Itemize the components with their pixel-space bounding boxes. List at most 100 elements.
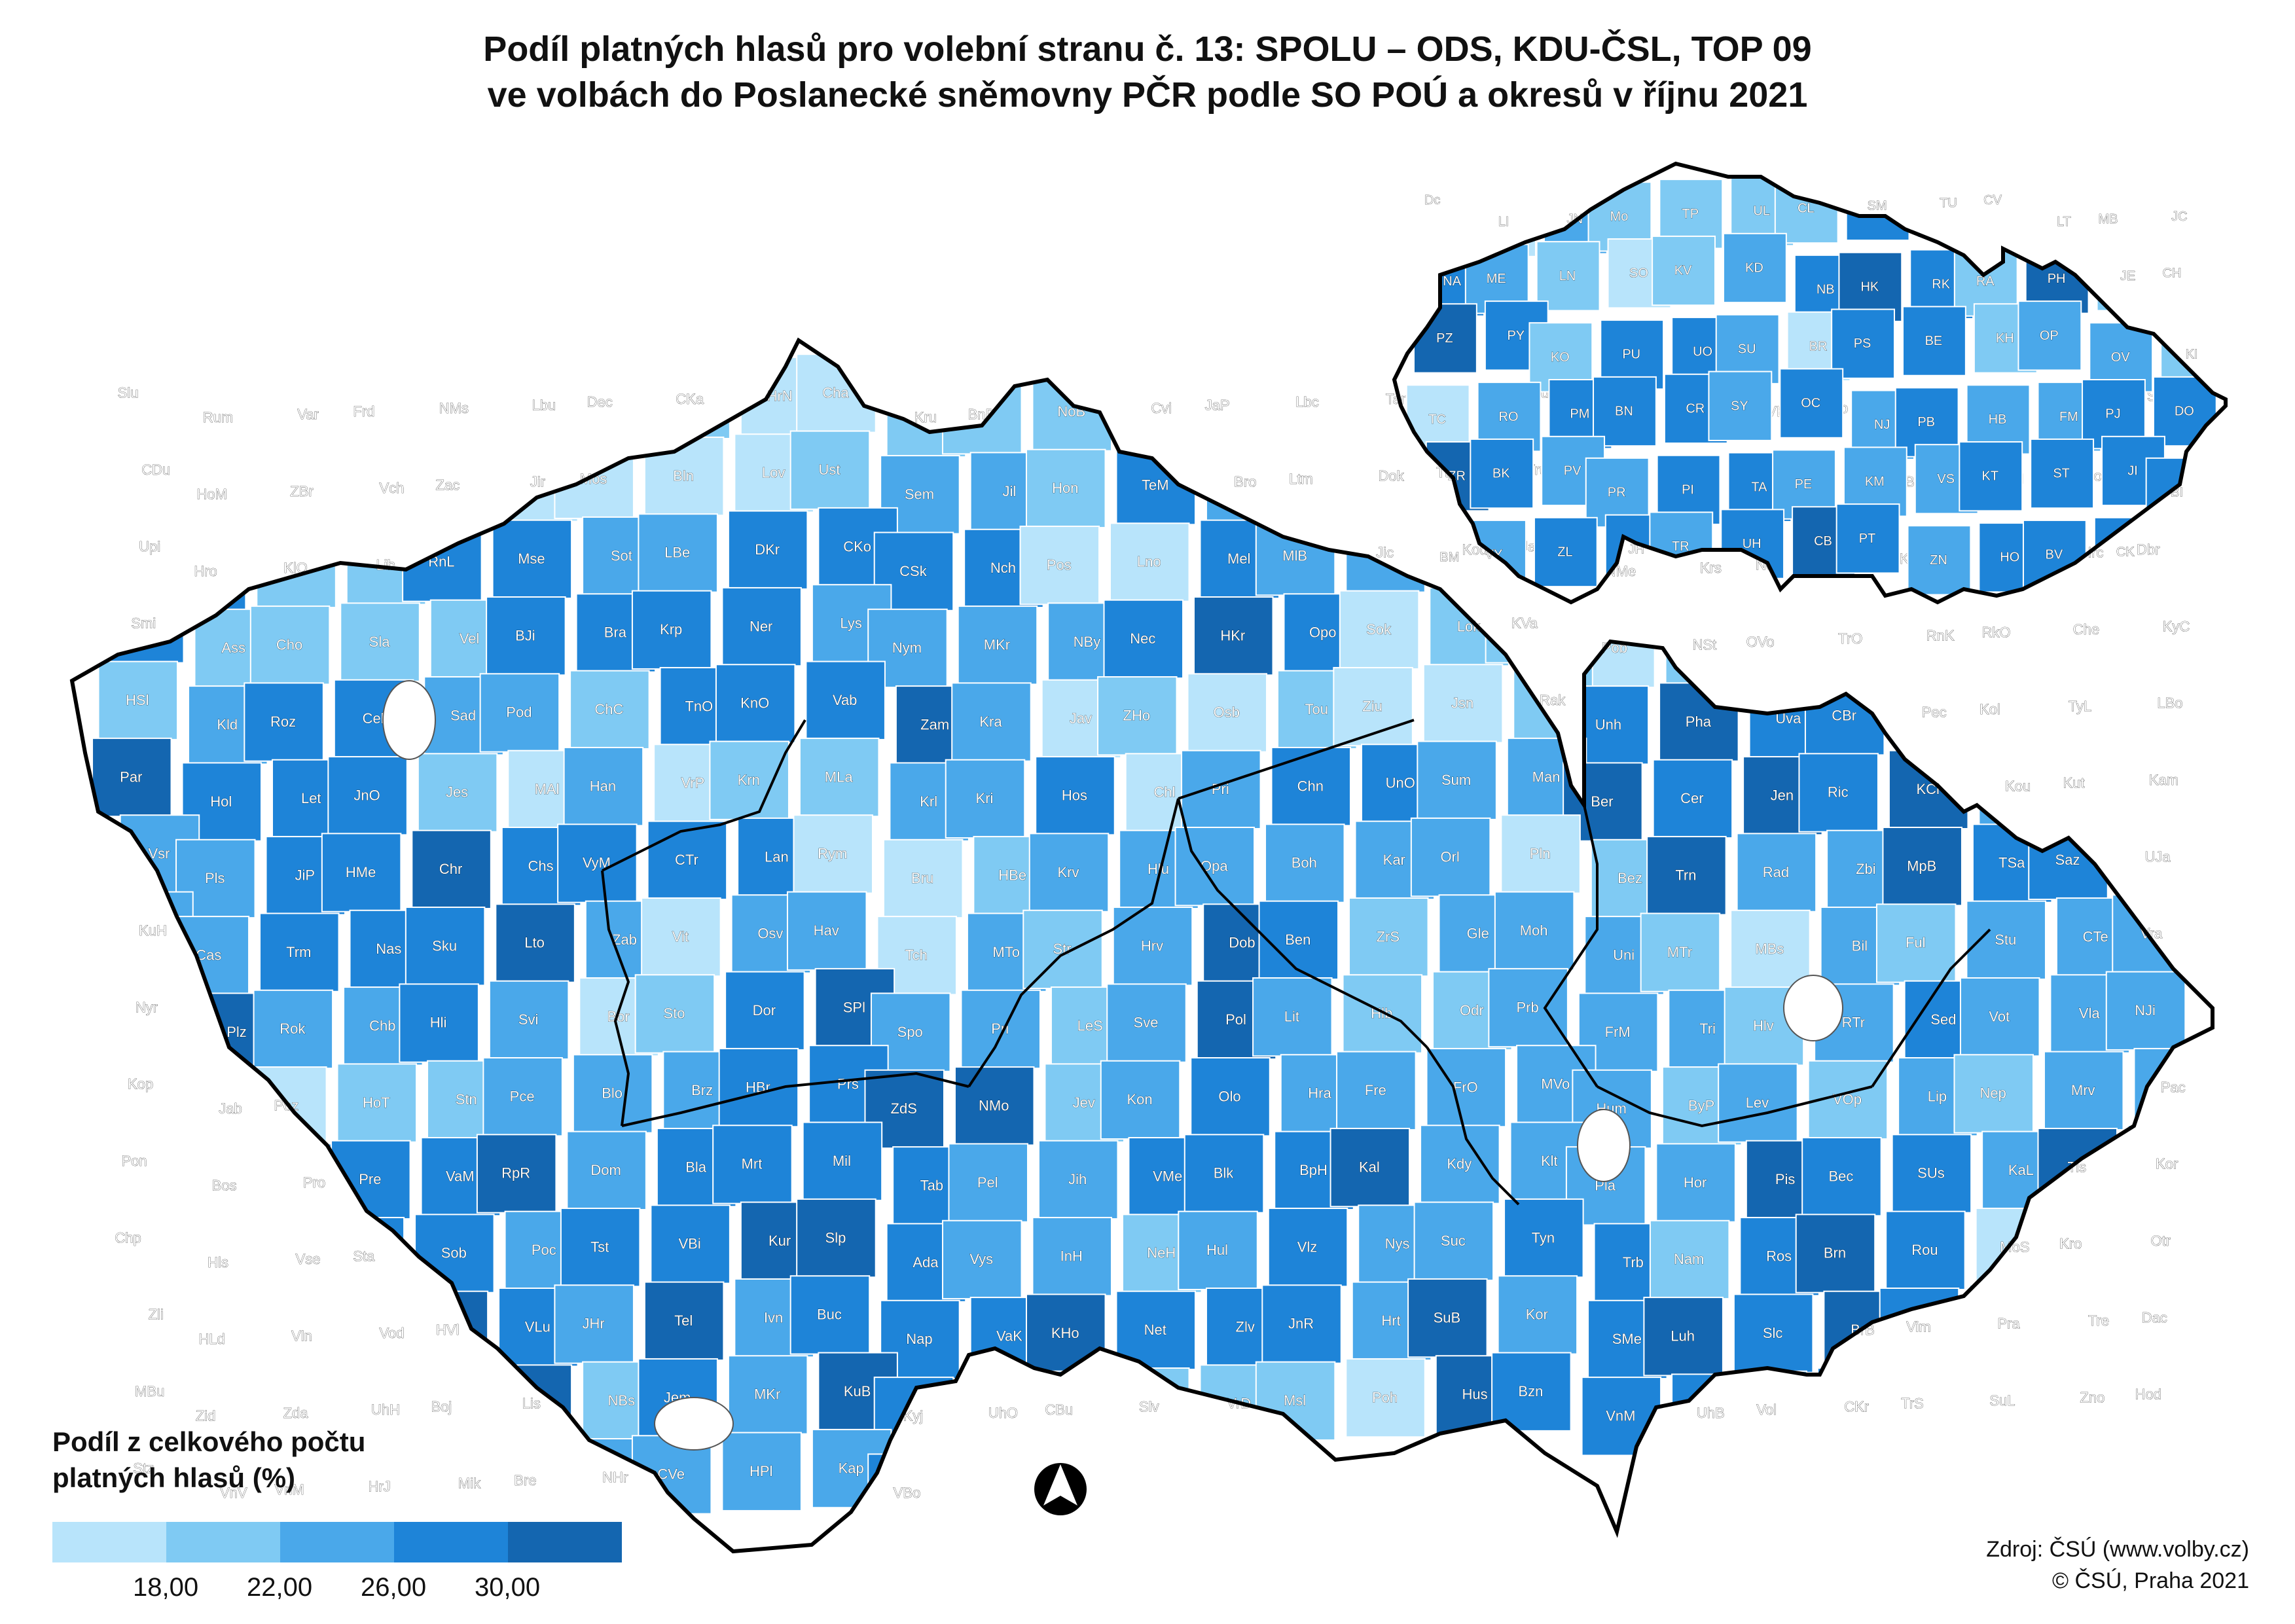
main-label-bzn: Bzn (1518, 1383, 1543, 1399)
inset-label-tc: TC (1428, 412, 1446, 427)
main-label-cka: CKa (676, 391, 704, 407)
main-label-sot: Sot (611, 547, 632, 564)
main-label-vme: VMe (1153, 1168, 1182, 1184)
inset-label-st: ST (2053, 467, 2070, 481)
main-label-mvo: MVo (1541, 1076, 1570, 1092)
main-label-inh: InH (1060, 1248, 1083, 1264)
main-label-hol: Hol (210, 793, 232, 810)
main-region-kno (715, 664, 796, 744)
inset-label-hb: HB (1989, 412, 2007, 427)
main-label-ada: Ada (913, 1254, 939, 1271)
legend-class-2 (166, 1522, 280, 1562)
legend-class-4 (394, 1522, 508, 1562)
main-region-kal (1329, 1127, 1411, 1208)
inset-label-ro: RO (1499, 410, 1519, 424)
main-label-ros: Ros (1766, 1248, 1792, 1264)
main-label-lev: Lev (1746, 1094, 1769, 1111)
main-label-ctr: CTr (675, 852, 698, 868)
main-label-jab: Jab (219, 1100, 242, 1117)
main-label-klt: Klt (1541, 1153, 1558, 1169)
main-region-lit (1252, 977, 1333, 1057)
main-label-kub: KuB (844, 1383, 871, 1399)
main-label-kol: Kol (1979, 701, 2000, 717)
main-label-bil: Bil (1852, 937, 1868, 954)
inset-label-be: BE (1925, 334, 1943, 348)
main-label-rnk: RnK (1926, 627, 1955, 643)
main-label-nji: NJi (2135, 1002, 2156, 1019)
main-label-pos: Pos (1047, 556, 1072, 573)
main-label-mpb: MpB (1907, 857, 1936, 874)
main-label-hos: Hos (1062, 787, 1087, 803)
main-label-uni: Uni (1613, 947, 1635, 963)
main-label-cha: Cha (822, 385, 849, 401)
main-region-tch (876, 916, 957, 996)
main-label-hrv: Hrv (1141, 937, 1163, 954)
main-region-ric (1798, 753, 1879, 833)
main-label-nep: Nep (1980, 1085, 2006, 1102)
main-region-sub (1407, 1278, 1488, 1358)
main-label-blk: Blk (1214, 1165, 1235, 1182)
inset-label-nb: NB (1816, 283, 1835, 297)
inset-label-tu: TU (1940, 196, 1957, 210)
main-label-pac: Pac (2161, 1079, 2186, 1095)
main-region-mtr (1640, 912, 1721, 992)
region-boundary-10 (1871, 928, 1991, 1088)
inset-label-ck: CK (2116, 545, 2135, 559)
main-label-hot: HoT (363, 1094, 390, 1111)
main-region-suc (1413, 1201, 1494, 1281)
inset-label-pz: PZ (1436, 331, 1453, 346)
main-label-vnv: VnV (220, 1485, 247, 1501)
main-label-zbi: Zbi (1856, 861, 1876, 877)
main-label-pec: Pec (1922, 704, 1947, 721)
main-label-jnr: JnR (1288, 1316, 1314, 1332)
main-label-zac: Zac (436, 477, 460, 493)
main-region-ust (789, 430, 871, 510)
region-boundary-4 (967, 798, 1180, 1088)
main-label-kva: KVa (1511, 615, 1538, 632)
main-label-kou: Kou (2005, 778, 2031, 794)
legend-class-3 (280, 1522, 394, 1562)
inset-label-pb: PB (1917, 415, 1935, 429)
legend-title: Podíl z celkového počtu platných hlasů (… (52, 1424, 365, 1496)
region-boundary-6 (1177, 798, 1428, 1049)
main-label-sla: Sla (369, 634, 391, 650)
main-label-lit: Lit (1284, 1008, 1299, 1024)
main-region-chc (569, 670, 650, 749)
inset-label-pi: PI (1682, 482, 1694, 497)
main-label-vbi: VBi (679, 1236, 701, 1252)
main-region-dom (566, 1130, 647, 1210)
main-label-moh: Moh (1520, 922, 1548, 939)
inset-label-br: BR (1809, 339, 1828, 353)
map-title-line1: Podíl platných hlasů pro volební stranu … (483, 29, 1812, 69)
main-label-olo: Olo (1218, 1088, 1240, 1104)
inset-label-bk: BK (1492, 467, 1510, 481)
main-label-lov: Lov (762, 465, 785, 481)
main-label-msl: Msl (1284, 1392, 1306, 1409)
main-label-slv: Slv (1139, 1398, 1159, 1415)
main-label-bez: Bez (1617, 870, 1642, 886)
main-label-opo: Opo (1309, 624, 1337, 641)
main-label-hme: HMe (346, 864, 376, 880)
main-region-zrs (1348, 897, 1429, 977)
main-label-hra: Hra (1308, 1085, 1331, 1102)
main-label-zab: Zab (612, 931, 637, 948)
military-area-4 (1783, 975, 1843, 1041)
main-label-hli: Hli (430, 1015, 447, 1031)
military-area-3 (1577, 1109, 1631, 1182)
main-region-kor (1497, 1275, 1578, 1355)
legend-class-1 (52, 1522, 166, 1562)
north-arrow-icon (1034, 1463, 1087, 1515)
main-label-suc: Suc (1441, 1233, 1466, 1249)
main-label-bra: Bra (604, 624, 627, 641)
main-label-vse: Vse (296, 1251, 321, 1267)
main-label-kar: Kar (1383, 852, 1405, 868)
main-region-buc (789, 1275, 871, 1355)
main-label-kal: Kal (1359, 1159, 1380, 1175)
inset-label-pv: PV (1564, 463, 1581, 478)
main-label-cho: Cho (276, 636, 302, 653)
main-region-slp (796, 1198, 876, 1278)
inset-region-bn (1593, 376, 1657, 447)
main-label-vch: Vch (380, 480, 405, 496)
main-region-nji (2105, 971, 2186, 1051)
inset-label-uo: UO (1693, 345, 1712, 359)
